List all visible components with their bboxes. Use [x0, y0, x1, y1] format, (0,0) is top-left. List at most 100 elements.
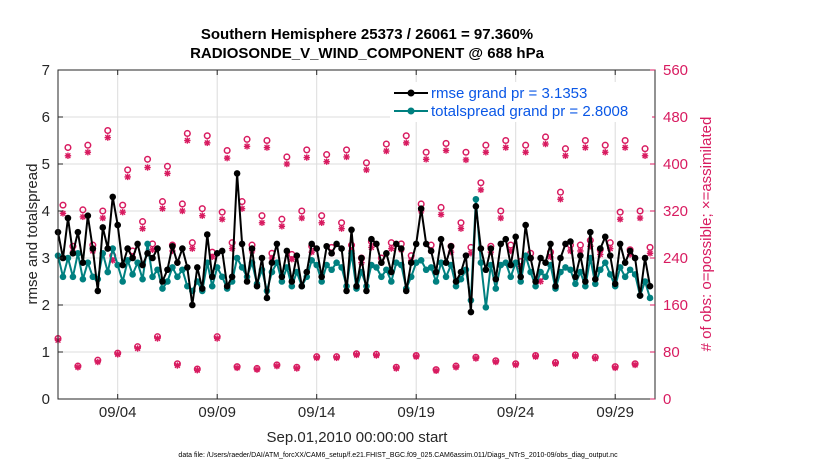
obs-assimilated-stroke [293, 365, 300, 372]
totalspread-point [497, 261, 505, 269]
rmse-point [482, 266, 490, 274]
obs-assimilated-point [263, 144, 271, 151]
rmse-point [397, 245, 405, 252]
obs-assimilated-stroke [557, 196, 564, 203]
obs-assimilated-point [243, 143, 251, 150]
obs-assimilated-point [557, 196, 564, 203]
rmse-point [383, 250, 390, 257]
rmse-point [552, 282, 559, 290]
totalspread-point [507, 273, 515, 281]
obs-assimilated-stroke [617, 216, 624, 223]
totalspread-point [159, 285, 166, 292]
rmse-point [601, 233, 609, 241]
obs-assimilated-stroke [443, 147, 449, 154]
obs-assimilated-point [477, 186, 485, 194]
obs-possible-point [64, 144, 72, 152]
totalspread-point [417, 257, 425, 264]
rmse-point [119, 261, 126, 269]
legend-spread-marker [407, 107, 415, 115]
obs-possible-point [79, 206, 87, 214]
obs-possible-point [616, 208, 624, 216]
totalspread-point [616, 264, 624, 271]
obs-assimilated-stroke [338, 225, 345, 232]
rmse-point [547, 240, 554, 248]
totalspread-point [502, 259, 510, 267]
obs-assimilated-point [283, 160, 291, 168]
obs-assimilated-stroke [363, 166, 370, 173]
rmse-point [577, 252, 584, 259]
obs-assimilated-stroke [413, 353, 420, 360]
rmse-point [636, 292, 644, 299]
obs-assimilated-stroke [65, 152, 71, 159]
rmse-point [522, 221, 529, 229]
obs-assimilated-point [84, 149, 92, 156]
obs-assimilated-point [562, 152, 569, 159]
rmse-point [293, 252, 301, 259]
totalspread-point [422, 266, 430, 274]
totalspread-point [572, 280, 579, 288]
rmse-point [278, 273, 286, 281]
rmse-point [253, 282, 261, 290]
rmse-point [109, 193, 117, 201]
rmse-point [94, 287, 102, 295]
totalspread-point [238, 264, 246, 271]
rmse-point [616, 240, 624, 248]
obs-layer [54, 126, 654, 374]
rmse-point [402, 287, 410, 295]
obs-possible-point [178, 200, 186, 208]
obs-assimilated-point [413, 353, 420, 360]
totalspread-point [129, 271, 136, 278]
obs-assimilated-stroke [234, 364, 240, 371]
obs-assimilated-point [199, 212, 206, 219]
totalspread-point [582, 282, 589, 290]
rmse-point [641, 254, 649, 262]
obs-assimilated-point [612, 364, 619, 372]
obs-assimilated-stroke [577, 248, 584, 254]
obs-assimilated-stroke [582, 144, 589, 151]
totalspread-point [164, 278, 171, 285]
obs-assimilated-stroke [109, 257, 116, 264]
obs-assimilated-point [144, 164, 151, 171]
obs-assimilated-point [233, 364, 241, 372]
obs-assimilated-point [313, 354, 320, 362]
totalspread-point [492, 285, 500, 292]
obs-assimilated-stroke [159, 205, 166, 212]
totalspread-point [288, 282, 296, 290]
series-layer [54, 170, 654, 316]
obs-assimilated-stroke [343, 154, 350, 160]
obs-assimilated-stroke [179, 208, 186, 214]
totalspread-point [208, 282, 216, 290]
rmse-point [238, 240, 246, 248]
rmse-point [318, 273, 325, 281]
rmse-point [139, 261, 146, 269]
x-tick-label: 09/29 [596, 404, 634, 421]
obs-assimilated-stroke [199, 212, 206, 219]
obs-assimilated-stroke [393, 365, 400, 372]
obs-assimilated-point [512, 361, 519, 369]
rmse-point [606, 252, 614, 259]
rmse-point [233, 170, 241, 177]
totalspread-point [383, 266, 390, 274]
obs-assimilated-point [572, 352, 579, 360]
obs-assimilated-stroke [592, 355, 599, 362]
obs-assimilated-point [214, 335, 221, 342]
rmse-point [333, 240, 340, 248]
totalspread-point [328, 266, 335, 274]
rmse-point [338, 245, 345, 252]
rmse-point [562, 240, 569, 248]
rmse-point [69, 250, 77, 257]
rmse-point [268, 259, 276, 267]
obs-assimilated-point [641, 152, 649, 159]
totalspread-point [606, 271, 614, 278]
y-tick-label: 7 [42, 62, 50, 79]
rmse-point [263, 294, 271, 302]
obs-assimilated-stroke [149, 246, 156, 253]
rmse-point [477, 245, 485, 252]
obs-assimilated-point [422, 156, 430, 163]
obs-assimilated-stroke [552, 360, 559, 367]
obs-assimilated-point [602, 149, 609, 156]
obs-assimilated-stroke [532, 353, 539, 360]
totalspread-point [641, 278, 649, 285]
plot-area [58, 70, 655, 399]
obs-assimilated-point [114, 351, 121, 358]
